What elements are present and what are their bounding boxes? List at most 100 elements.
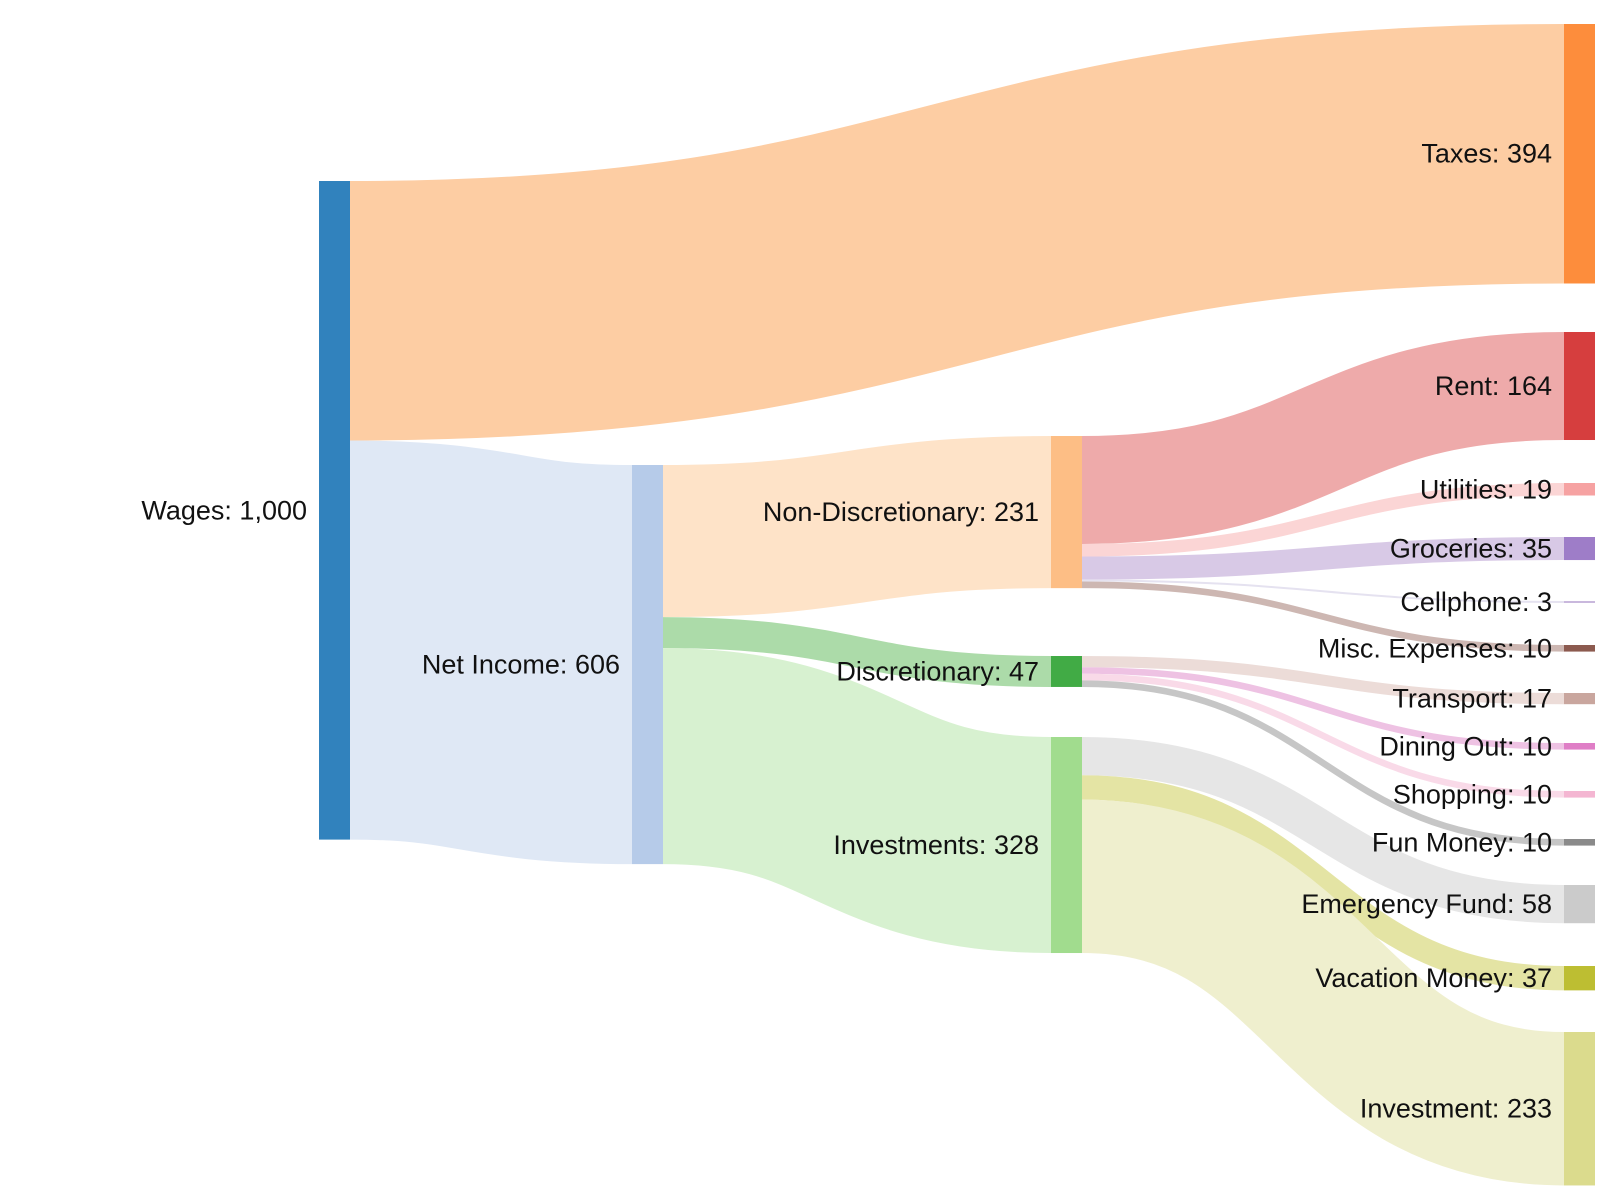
node-emergency <box>1564 885 1595 924</box>
node-label-separator: : <box>560 650 575 680</box>
node-label-value: 164 <box>1507 371 1552 401</box>
node-label-taxes: Taxes: 394 <box>1421 139 1552 169</box>
node-label-separator: : <box>979 830 994 860</box>
node-label-name: Wages <box>141 495 224 525</box>
node-fun <box>1564 839 1595 846</box>
node-label-separator: : <box>1507 534 1522 564</box>
node-label-fun: Fun Money: 10 <box>1372 827 1552 857</box>
node-label-separator: : <box>979 497 994 527</box>
node-label-name: Discretionary <box>836 656 994 686</box>
node-shopping <box>1564 791 1595 798</box>
node-label-separator: : <box>1492 139 1507 169</box>
link-non_discretionary-to-rent <box>1081 332 1565 545</box>
link-net_income-to-discretionary <box>662 617 1052 687</box>
node-label-transport: Transport: 17 <box>1392 684 1552 714</box>
node-label-value: 19 <box>1522 474 1552 504</box>
node-label-separator: : <box>1507 731 1522 761</box>
node-label-name: Dining Out <box>1379 731 1507 761</box>
node-label-value: 3 <box>1537 587 1552 617</box>
node-label-separator: : <box>1507 474 1522 504</box>
node-label-value: 10 <box>1522 827 1552 857</box>
node-label-value: 10 <box>1522 633 1552 663</box>
node-label-rent: Rent: 164 <box>1435 371 1552 401</box>
node-label-name: Utilities <box>1420 474 1507 504</box>
node-label-name: Net Income <box>422 650 560 680</box>
link-net_income-to-non_discretionary <box>662 435 1052 618</box>
node-label-shopping: Shopping: 10 <box>1393 779 1552 809</box>
link-discretionary-to-dining <box>1081 667 1565 750</box>
node-transport <box>1564 693 1595 705</box>
link-investments-to-investment <box>1079 799 1567 1186</box>
node-label-name: Groceries <box>1390 534 1507 564</box>
node-label-utilities: Utilities: 19 <box>1420 474 1552 504</box>
link-non_discretionary-to-misc <box>1081 581 1565 652</box>
link-non_discretionary-to-groceries <box>1081 537 1565 580</box>
node-label-value: 58 <box>1522 889 1552 919</box>
node-cellphone <box>1564 601 1595 603</box>
node-discretionary <box>1051 656 1082 687</box>
link-non_discretionary-to-cellphone <box>1081 579 1565 603</box>
link-discretionary-to-shopping <box>1081 673 1565 798</box>
node-label-separator: : <box>1507 633 1522 663</box>
link-discretionary-to-transport <box>1081 655 1565 705</box>
node-label-value: 37 <box>1522 963 1552 993</box>
node-label-name: Vacation Money <box>1315 963 1507 993</box>
labels-layer: Wages: 1,000 Taxes: 394 Net Income: 606 Non… <box>141 139 1552 1124</box>
node-misc <box>1564 645 1595 652</box>
node-investments <box>1051 737 1082 954</box>
node-label-name: Misc. Expenses <box>1318 633 1507 663</box>
node-label-name: Rent <box>1435 371 1493 401</box>
node-label-discretionary: Discretionary: 47 <box>836 656 1039 686</box>
node-label-name: Shopping <box>1393 779 1507 809</box>
node-label-separator: : <box>224 495 239 525</box>
node-label-cellphone: Cellphone: 3 <box>1400 587 1552 617</box>
node-label-separator: : <box>1507 963 1522 993</box>
link-net_income-to-investments <box>661 648 1053 954</box>
node-rent <box>1564 332 1595 441</box>
node-label-separator: : <box>1507 684 1522 714</box>
node-label-separator: : <box>1507 827 1522 857</box>
node-label-name: Taxes <box>1421 139 1492 169</box>
node-label-misc: Misc. Expenses: 10 <box>1318 633 1552 663</box>
node-label-name: Investment <box>1360 1094 1493 1124</box>
node-label-separator: : <box>1492 371 1507 401</box>
node-label-investments: Investments: 328 <box>833 830 1039 860</box>
link-investments-to-emergency <box>1081 736 1565 924</box>
link-investments-to-vacation <box>1081 775 1565 991</box>
node-net_income <box>632 465 663 865</box>
node-label-value: 35 <box>1522 534 1552 564</box>
node-label-separator: : <box>1492 1094 1507 1124</box>
node-label-investment: Investment: 233 <box>1360 1094 1552 1124</box>
node-label-value: 233 <box>1507 1094 1552 1124</box>
node-label-value: 17 <box>1522 684 1552 714</box>
node-label-value: 10 <box>1522 731 1552 761</box>
node-wages <box>319 181 350 840</box>
node-label-groceries: Groceries: 35 <box>1390 534 1552 564</box>
node-taxes <box>1564 24 1595 284</box>
node-vacation <box>1564 966 1595 991</box>
node-label-emergency: Emergency Fund: 58 <box>1301 889 1552 919</box>
node-label-value: 328 <box>994 830 1039 860</box>
node-utilities <box>1564 483 1595 496</box>
node-label-value: 1,000 <box>239 495 307 525</box>
node-label-dining: Dining Out: 10 <box>1379 731 1552 761</box>
node-label-value: 394 <box>1507 139 1552 169</box>
node-label-name: Fun Money <box>1372 827 1508 857</box>
node-label-name: Non-Discretionary <box>763 497 980 527</box>
node-non_discretionary <box>1051 436 1082 589</box>
link-wages-to-net_income <box>348 440 634 865</box>
link-wages-to-taxes <box>349 24 1565 441</box>
node-label-name: Emergency Fund <box>1301 889 1507 919</box>
node-label-name: Transport <box>1392 684 1507 714</box>
node-label-net_income: Net Income: 606 <box>422 650 620 680</box>
node-label-vacation: Vacation Money: 37 <box>1315 963 1552 993</box>
link-discretionary-to-fun <box>1081 680 1565 846</box>
node-label-separator: : <box>1522 587 1537 617</box>
node-label-value: 231 <box>994 497 1039 527</box>
node-dining <box>1564 743 1595 750</box>
link-non_discretionary-to-utilities <box>1081 483 1565 557</box>
node-label-wages: Wages: 1,000 <box>141 495 307 525</box>
nodes-layer <box>319 24 1595 1186</box>
links-layer <box>348 24 1567 1186</box>
